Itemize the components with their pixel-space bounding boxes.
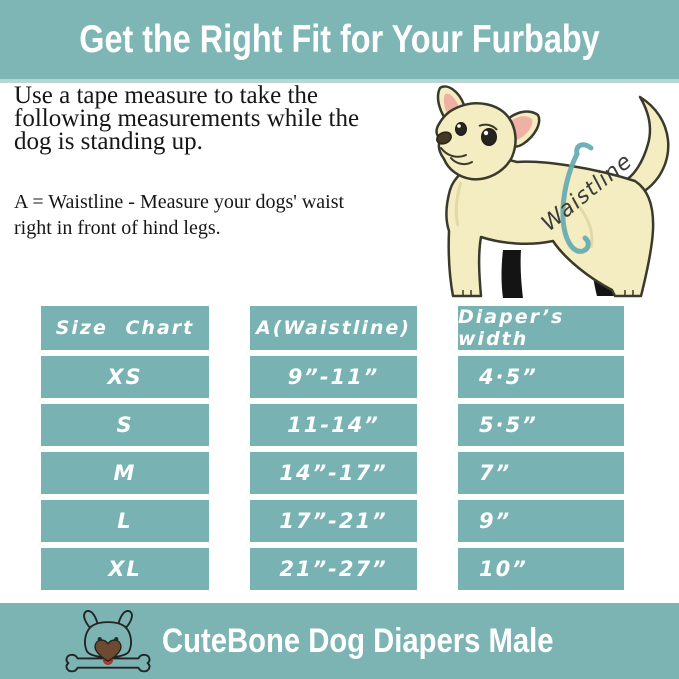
width-cell: 10” — [458, 548, 624, 590]
logo-heart-nose — [94, 639, 122, 662]
intro-line: Use a tape measure to take the — [14, 82, 319, 109]
size-cell: S — [41, 404, 209, 446]
size-cell: L — [41, 500, 209, 542]
size-cell: XS — [41, 356, 209, 398]
note-line: A = Waistline - Measure your dogs' waist — [14, 191, 345, 213]
intro-line: dog is standing up. — [14, 128, 203, 155]
size-chart-table: Size Chart A(Waistline) Diaper’s width X… — [41, 306, 624, 590]
intro-line: following measurements while the — [14, 105, 360, 132]
intro-text: Use a tape measure to take the following… — [14, 82, 360, 155]
cutebone-logo — [65, 610, 151, 673]
dog-eye-right-highlight — [483, 130, 489, 136]
dog-brow — [478, 123, 498, 131]
waistline-cell: 14”-17” — [250, 452, 417, 494]
dog-shading — [454, 181, 594, 249]
dog-toes — [462, 290, 634, 296]
size-cell: XL — [41, 548, 209, 590]
width-cell: 4·5” — [458, 356, 624, 398]
dog-illustration: Waistline — [423, 82, 679, 304]
dog-far-front-leg — [501, 250, 523, 298]
dog-body — [445, 156, 655, 298]
dog-tail — [622, 95, 670, 194]
size-cell: M — [41, 452, 209, 494]
logo-tongue — [102, 659, 113, 665]
banner: Get the Right Fit for Your Furbaby — [0, 0, 679, 83]
waistline-cell: 11-14” — [250, 404, 417, 446]
width-cell: 5·5” — [458, 404, 624, 446]
dog-head — [435, 102, 517, 181]
dog-nose — [436, 131, 452, 145]
chihuahua-drawing: Waistline — [435, 85, 670, 298]
width-cell: 9” — [458, 500, 624, 542]
dog-eye-left — [455, 122, 467, 136]
waistline-note: A = Waistline - Measure your dogs' waist… — [14, 189, 344, 241]
width-cell: 7” — [458, 452, 624, 494]
dog-mouth — [440, 147, 473, 166]
waistline-arc — [560, 142, 594, 254]
footer: CuteBone Dog Diapers Male — [0, 603, 679, 679]
dog-eye-right — [481, 128, 497, 146]
waistline-cell: 21”-27” — [250, 548, 417, 590]
header-diaper-width: Diaper’s width — [458, 306, 624, 350]
note-line: right in front of hind legs. — [14, 217, 221, 239]
banner-title: Get the Right Fit for Your Furbaby — [79, 17, 600, 61]
header-waistline: A(Waistline) — [250, 306, 417, 350]
waistline-cell: 9”-11” — [250, 356, 417, 398]
waistline-cell: 17”-21” — [250, 500, 417, 542]
brand-title: CuteBone Dog Diapers Male — [161, 621, 554, 660]
header-size-chart: Size Chart — [41, 306, 209, 350]
dog-eye-left-highlight — [457, 124, 461, 128]
